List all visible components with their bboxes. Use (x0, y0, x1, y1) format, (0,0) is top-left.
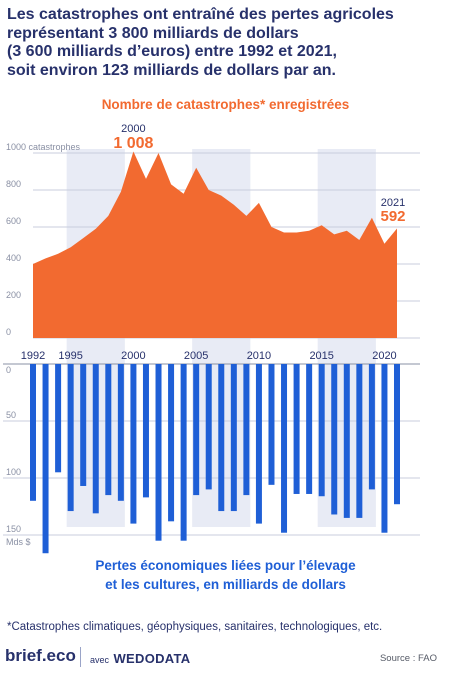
year-label-2: 2000 (121, 350, 145, 362)
bottom-chart-title-line-1: Pertes économiques liées pour l’élevage (95, 558, 356, 573)
partner-credit: avec WEDODATA (90, 650, 191, 668)
bottom-chart-title-line-2: et les cultures, en milliards de dollars (105, 577, 346, 592)
loss-bar (318, 364, 325, 497)
loss-bar (142, 364, 149, 498)
year-label-5: 2015 (309, 350, 333, 362)
top-ytick-label-5: 1000 catastrophes (6, 142, 81, 152)
headline-line-3: (3 600 milliards d’euros) entre 1992 et … (7, 43, 337, 60)
top-chart-title: Nombre de catastrophes* enregistrées (101, 97, 350, 112)
loss-bar (368, 364, 375, 490)
top-ytick-label-0: 0 (6, 327, 11, 337)
footnote: *Catastrophes climatiques, géophysiques,… (7, 621, 383, 633)
loss-bar (67, 364, 74, 512)
headline-line-4: soit environ 123 milliards de dollars pa… (7, 61, 336, 79)
source-note: Source : FAO (379, 653, 437, 664)
loss-bar (42, 364, 49, 554)
loss-bar (218, 364, 225, 512)
loss-bar (92, 364, 99, 514)
loss-bar (331, 364, 338, 515)
loss-bar (281, 364, 288, 533)
bottom-ytick-label-2: 100 (6, 467, 21, 477)
partner-avec: avec (90, 655, 110, 665)
bottom-ytick-label-0: 0 (6, 365, 11, 375)
year-label-1: 1995 (58, 350, 82, 362)
bottom-ytick-label-1: 50 (6, 410, 16, 420)
year-label-0: 1992 (21, 350, 45, 362)
loss-bar (381, 364, 388, 533)
peak-year-label: 2000 (121, 123, 145, 135)
loss-bar (117, 364, 124, 501)
loss-bar (268, 364, 275, 485)
partner-logo: WEDODATA (113, 651, 191, 666)
loss-bar (394, 364, 400, 505)
top-ytick-label-4: 800 (6, 179, 21, 189)
peak-value-label: 1 008 (113, 135, 153, 152)
loss-bar (168, 364, 175, 522)
last-value-label: 592 (380, 208, 405, 225)
loss-bar (80, 364, 87, 486)
footer: brief.eco avec WEDODATA Source : FAO (0, 645, 451, 671)
loss-bar (130, 364, 137, 524)
last-year-label: 2021 (381, 197, 405, 209)
loss-bar (293, 364, 300, 494)
headline-line-1: Les catastrophes ont entraîné des pertes… (7, 6, 394, 23)
loss-bar (193, 364, 200, 496)
loss-bar (356, 364, 363, 518)
loss-bar (55, 364, 62, 473)
brand-divider (80, 647, 81, 667)
loss-bar (105, 364, 112, 496)
headline-line-2: représentant 3 800 milliards de dollars (7, 24, 299, 42)
year-label-3: 2005 (184, 350, 208, 362)
catastrophes-area (33, 151, 397, 338)
bottom-chart-title: Pertes économiques liées pour l’élevage … (0, 556, 451, 594)
year-label-6: 2020 (372, 350, 396, 362)
loss-bar (205, 364, 212, 490)
loss-bar (343, 364, 350, 518)
top-ytick-label-3: 600 (6, 216, 21, 226)
top-ytick-label-1: 200 (6, 290, 21, 300)
loss-bar (30, 364, 36, 501)
year-label-4: 2010 (247, 350, 271, 362)
loss-bar (306, 364, 313, 494)
bottom-ytick-label-3: 150 (6, 524, 21, 534)
loss-bar (243, 364, 250, 496)
loss-bar (230, 364, 237, 512)
loss-bar (155, 364, 162, 541)
loss-bar (180, 364, 187, 541)
bottom-unit-label: Mds $ (6, 537, 31, 547)
top-ytick-label-2: 400 (6, 253, 21, 263)
loss-bar (255, 364, 262, 524)
brand-logo: brief.eco (5, 646, 76, 665)
headline: Les catastrophes ont entraîné des pertes… (7, 6, 447, 80)
